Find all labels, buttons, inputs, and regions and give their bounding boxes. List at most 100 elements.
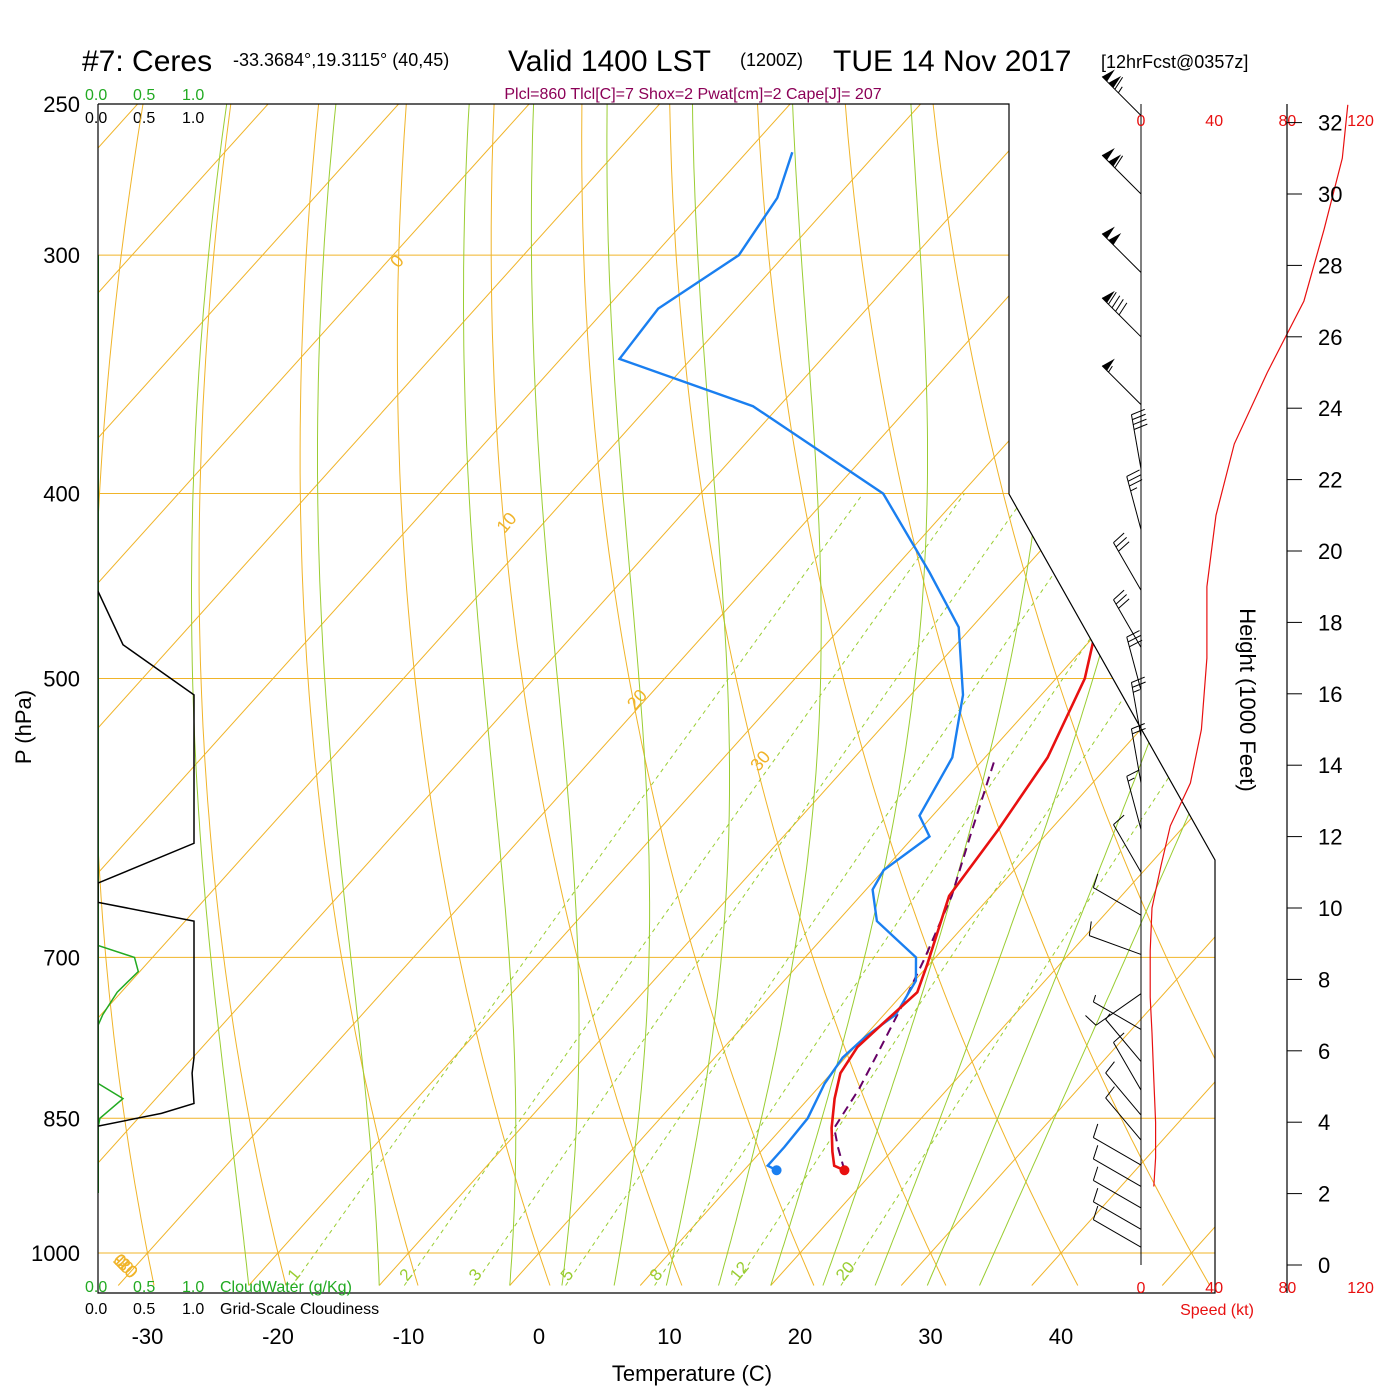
dewpoint-trace (617, 151, 965, 1172)
moist-adiabat-20 (770, 104, 928, 1286)
wind-barb-feather (1127, 474, 1142, 482)
isotherm--40 (98, 104, 1052, 1286)
wind-barb-staff (1093, 1001, 1142, 1030)
dry-adiabat-label-30: 30 (746, 747, 774, 775)
isotherm--30 (117, 104, 1182, 1286)
wind-barb-feather (1092, 873, 1099, 888)
wind-barb (1088, 921, 1142, 955)
pressure-tick-label: 850 (43, 1106, 80, 1131)
wind-barb (1101, 290, 1142, 338)
moist-adiabat-16 (718, 104, 822, 1286)
cloudiness-scale-bottom: 0.0 0.5 1.0 Grid-Scale Cloudiness (85, 1301, 379, 1318)
surface-temperature-dot (839, 1165, 850, 1176)
pressure-tick-label: 700 (43, 945, 80, 970)
height-tick-label: 26 (1318, 325, 1342, 350)
cl-bot-title: Grid-Scale Cloudiness (220, 1301, 379, 1318)
wind-barb-flag (1102, 226, 1115, 239)
height-axis-title: Height (1000 Feet) (1235, 608, 1260, 791)
cl-bot-2: 1.0 (182, 1301, 204, 1318)
cloudiness-scale-top: 0.0 0.5 1.0 (85, 110, 204, 127)
wind-barb (1092, 994, 1142, 1030)
wind-barb (1092, 1188, 1142, 1230)
moist-adiabat-24 (822, 104, 1053, 1286)
dry-adiabat-label-20: 20 (623, 685, 651, 713)
wind-barb-feather (1113, 1032, 1125, 1043)
mixing-ratio-3 (473, 493, 1028, 1286)
wind-barb (1101, 226, 1142, 273)
wind-barb-feather (1111, 295, 1121, 309)
wind-barb-staff (1126, 636, 1142, 691)
wind-barb-feather (1132, 418, 1147, 426)
isotherm--90 (98, 104, 399, 1286)
wind-barb-staff (1105, 1072, 1142, 1116)
parcel-trace (833, 757, 997, 1171)
wind-barb (1092, 1166, 1142, 1209)
wind-barb (1126, 630, 1143, 691)
forecast-label: [12hrFcst@0357z] (1101, 52, 1248, 72)
mixing-ratio-label-5: 5 (557, 1265, 578, 1284)
wind-barb (1092, 1205, 1142, 1248)
wind-barb-feather (1113, 589, 1125, 601)
wind-barb-half-feather (1092, 994, 1097, 1003)
dry-adiabat--20 (198, 104, 287, 1286)
temperature-axis: -30 -20 -10 0 10 20 30 40 (132, 1324, 1074, 1349)
x-tick-label: -10 (393, 1324, 425, 1349)
wind-barb-feather (1115, 536, 1127, 548)
wind-barb-flag (1102, 358, 1115, 371)
wind-barb (1105, 1086, 1142, 1141)
dry-adiabat-label-0: 0 (386, 251, 408, 272)
dry-adiabat--30 (98, 104, 155, 1286)
wind-barb-half-feather (1132, 689, 1141, 693)
wind-barb-staff (1101, 76, 1142, 116)
wind-barb-staff (1101, 154, 1142, 195)
x-tick-label: 0 (533, 1324, 545, 1349)
speed-tick-top: 0 (1137, 113, 1146, 130)
wind-barb-feather (1105, 1086, 1115, 1099)
speed-tick-bottom: 120 (1347, 1280, 1374, 1297)
wind-barb (1130, 408, 1148, 469)
wind-barb-feather (1126, 630, 1140, 638)
wind-barb-feather (1118, 598, 1130, 609)
wind-barb-feather (1126, 769, 1140, 777)
cl-top-2: 1.0 (182, 110, 204, 127)
wind-barb-feather (1132, 727, 1146, 735)
height-tick-label: 30 (1318, 182, 1342, 207)
height-tick-label: 4 (1318, 1110, 1330, 1135)
speed-axis-title: Speed (kt) (1180, 1302, 1254, 1319)
wind-barb-feather (1129, 479, 1143, 487)
x-axis-title: Temperature (C) (612, 1361, 772, 1386)
pressure-tick-label: 500 (43, 667, 80, 692)
dry-adiabat-10 (490, 104, 683, 1286)
dry-adiabat-20 (581, 104, 815, 1286)
wind-barb-feather (1131, 408, 1145, 416)
cw-bot-1: 0.5 (133, 1279, 155, 1296)
cloudiness-profile (98, 590, 195, 1127)
isotherm--10 (378, 104, 1215, 1286)
wind-barb-feather (1131, 676, 1145, 683)
wind-barb (1126, 469, 1143, 530)
station-coords: -33.3684°,19.3115° (40,45) (233, 50, 449, 70)
pressure-axis: 250 300 400 500 700 850 1000 (31, 92, 80, 1266)
wind-barb-feather (1118, 302, 1128, 316)
speed-tick-top: 40 (1205, 113, 1223, 130)
wind-barb-feather (1115, 594, 1127, 605)
wind-barb-staff (1113, 542, 1142, 591)
wind-barb-staff (1093, 887, 1142, 916)
wind-barb (1113, 589, 1142, 648)
temperature-trace (830, 152, 1117, 1172)
isotherm-40 (1031, 104, 1215, 1286)
speed-tick-bottom: 0 (1137, 1280, 1146, 1297)
pressure-tick-label: 1000 (31, 1241, 80, 1266)
moist-adiabat-4 (530, 104, 580, 1286)
wind-barb-feather (1113, 532, 1125, 544)
wind-barb (1101, 148, 1142, 195)
wind-barb-feather (1092, 1123, 1099, 1138)
isotherm--50 (98, 104, 921, 1286)
wind-barb-staff (1113, 824, 1142, 873)
wind-barb-staff (1130, 414, 1142, 469)
wind-barb-staff (1093, 1219, 1142, 1248)
cw-bot-2: 1.0 (182, 1279, 204, 1296)
y-axis-title: P (hPa) (11, 690, 36, 764)
